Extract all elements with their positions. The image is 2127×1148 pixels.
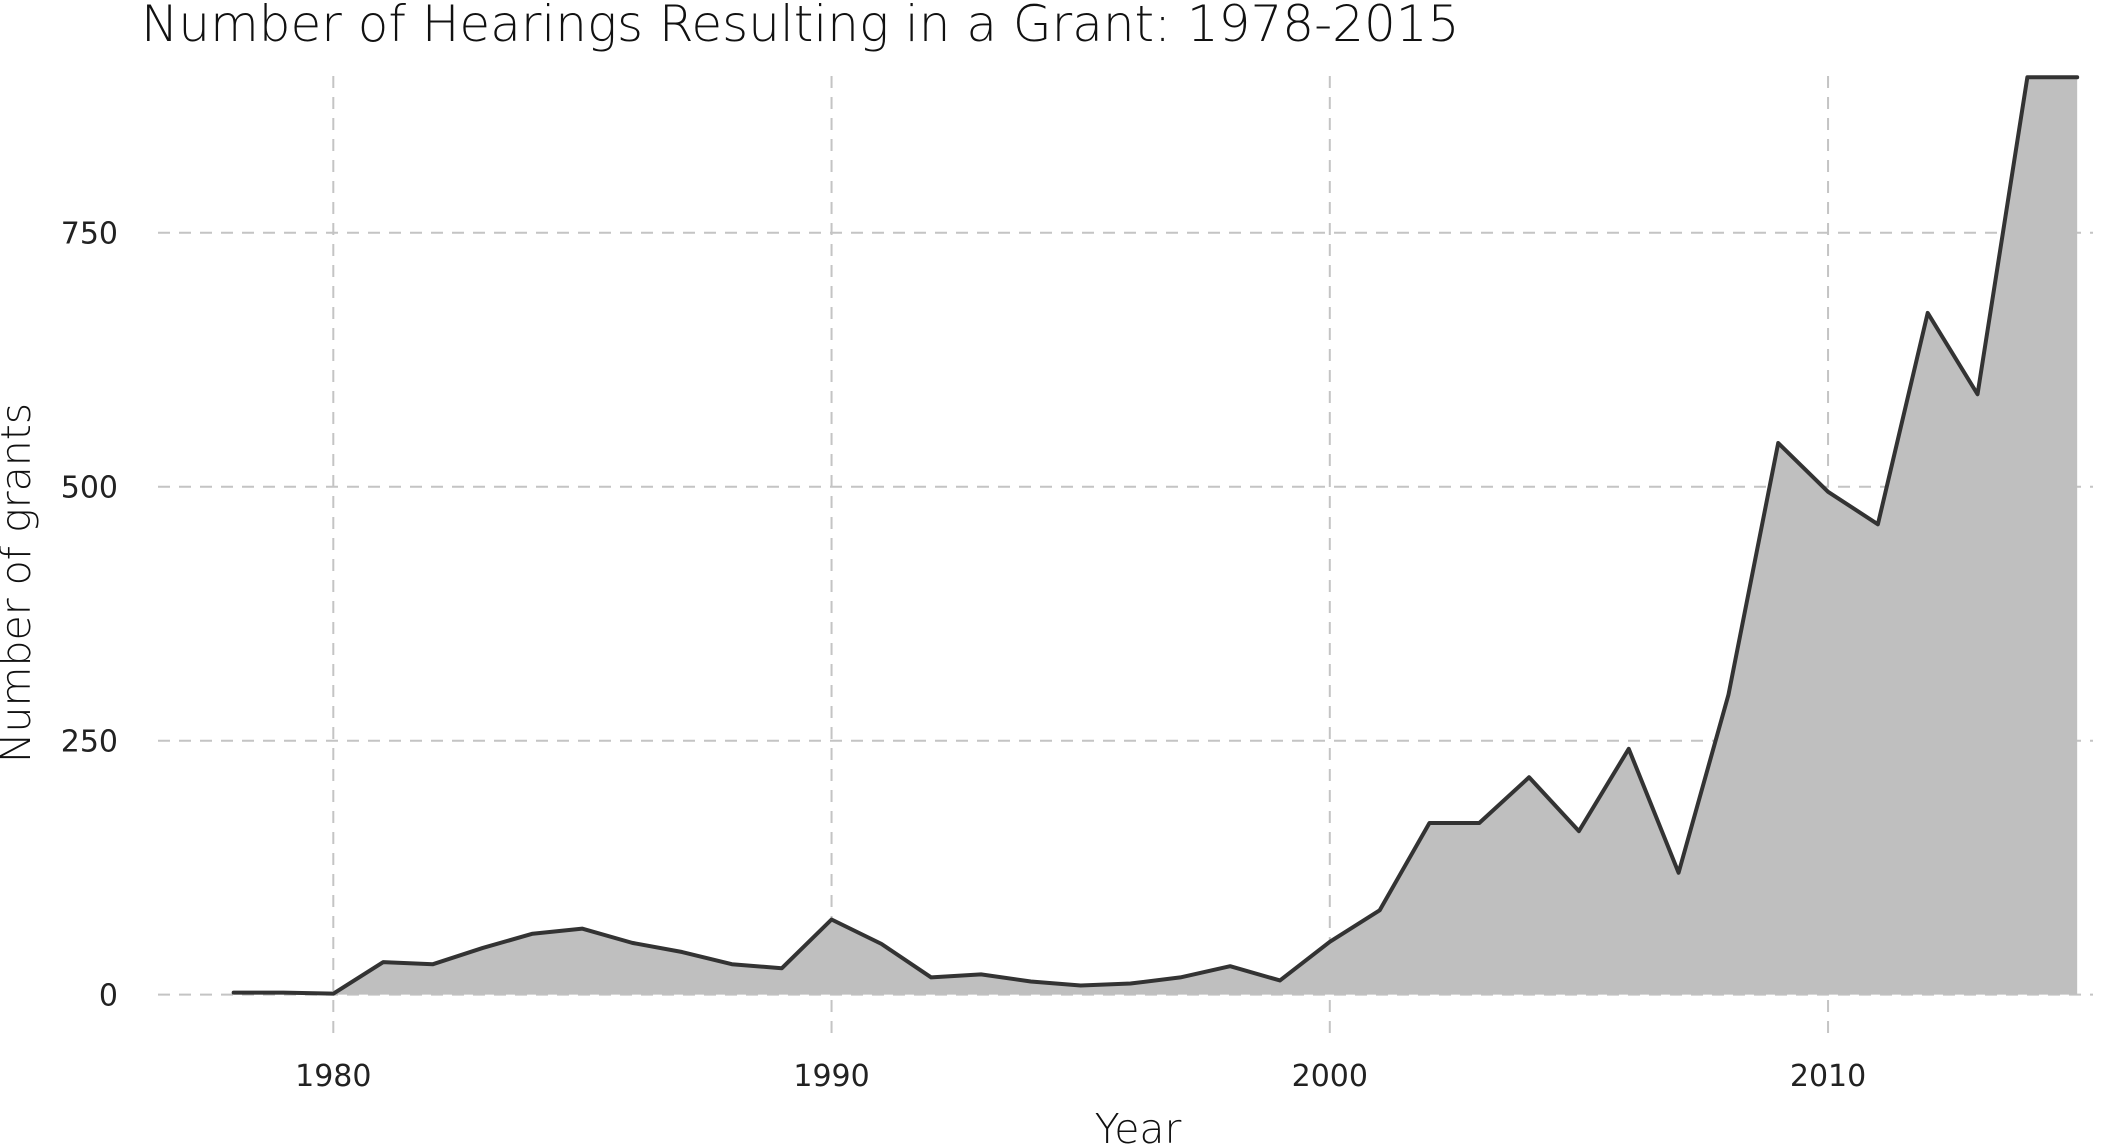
data-point-1979 xyxy=(280,990,286,996)
y-tick-label-500: 500 xyxy=(61,471,118,506)
tick-label-layer: 0 250 500 750 1980 1990 2000 2010 xyxy=(61,217,1866,1094)
x-tick-label-1980: 1980 xyxy=(295,1059,371,1094)
data-point-1981 xyxy=(380,959,386,965)
data-point-2013 xyxy=(1975,391,1981,397)
data-point-2005 xyxy=(1576,828,1582,834)
data-point-1986 xyxy=(629,940,635,946)
data-point-1995 xyxy=(1078,983,1084,989)
data-point-1984 xyxy=(530,931,536,937)
data-point-2001 xyxy=(1377,907,1383,913)
data-point-1993 xyxy=(978,971,984,977)
data-point-1997 xyxy=(1177,974,1183,980)
data-point-1985 xyxy=(579,926,585,932)
data-point-2009 xyxy=(1775,440,1781,446)
data-point-2015 xyxy=(2074,74,2080,80)
data-point-2002 xyxy=(1426,820,1432,826)
y-tick-label-750: 750 xyxy=(61,217,118,252)
data-point-1983 xyxy=(480,945,486,951)
x-axis-title: Year xyxy=(1095,1105,1182,1144)
data-point-2010 xyxy=(1825,489,1831,495)
data-point-1987 xyxy=(679,949,685,955)
y-axis-title: Number of grants xyxy=(0,403,40,763)
data-point-1988 xyxy=(729,961,735,967)
data-point-1994 xyxy=(1028,978,1034,984)
data-point-2011 xyxy=(1875,521,1881,527)
data-point-2000 xyxy=(1327,939,1333,945)
data-point-1998 xyxy=(1227,963,1233,969)
data-point-1991 xyxy=(878,941,884,947)
data-point-1980 xyxy=(330,991,336,997)
data-point-1982 xyxy=(430,961,436,967)
data-point-1996 xyxy=(1128,981,1134,987)
x-tick-label-2000: 2000 xyxy=(1292,1059,1368,1094)
y-tick-label-250: 250 xyxy=(61,725,118,760)
line-layer xyxy=(231,74,2080,997)
data-point-1999 xyxy=(1277,977,1283,983)
x-tick-label-1990: 1990 xyxy=(793,1059,869,1094)
data-point-1989 xyxy=(779,965,785,971)
chart-title: Number of Hearings Resulting in a Grant:… xyxy=(141,0,1459,53)
data-point-2003 xyxy=(1476,820,1482,826)
data-point-2008 xyxy=(1725,692,1731,698)
x-tick-label-2010: 2010 xyxy=(1790,1059,1866,1094)
data-point-2012 xyxy=(1925,310,1931,316)
data-point-1992 xyxy=(928,974,934,980)
data-point-2004 xyxy=(1526,774,1532,780)
data-point-2007 xyxy=(1676,870,1682,876)
y-tick-label-0: 0 xyxy=(99,979,118,1014)
data-point-2006 xyxy=(1626,746,1632,752)
area-layer xyxy=(233,77,2078,995)
data-point-2014 xyxy=(2024,74,2030,80)
data-point-1990 xyxy=(829,917,835,923)
data-point-1978 xyxy=(231,990,237,996)
series-line xyxy=(231,75,2080,996)
area-fill xyxy=(233,77,2078,995)
